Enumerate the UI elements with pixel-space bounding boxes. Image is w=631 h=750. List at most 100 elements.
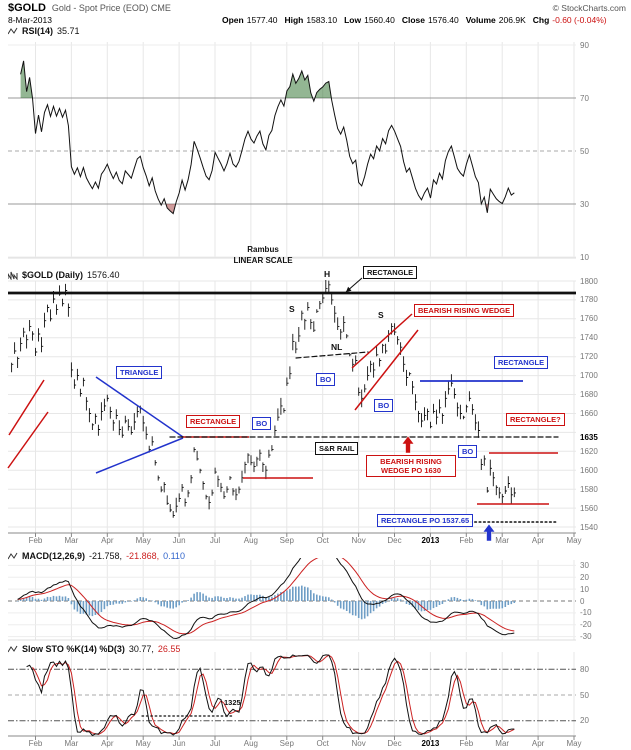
hs-pattern-label-h: H bbox=[324, 269, 331, 279]
macd-axis-label: -10 bbox=[580, 608, 592, 618]
sto-axis-label: 50 bbox=[580, 690, 589, 700]
macd-axis-label: 20 bbox=[580, 572, 589, 582]
left-channel-upper bbox=[8, 379, 45, 436]
sto-axis-label: 20 bbox=[580, 716, 589, 726]
price-axis-label: 1800 bbox=[580, 276, 598, 286]
sto-note-label: 1325 bbox=[224, 698, 241, 707]
month-label: Dec bbox=[387, 739, 402, 748]
watermark-rambus: Rambus bbox=[247, 245, 279, 254]
month-label: Aug bbox=[243, 739, 258, 748]
price-name: $GOLD (Daily) bbox=[22, 270, 84, 280]
rsi-panel-label: RSI(14) 35.71 bbox=[8, 26, 80, 36]
month-label: Feb bbox=[459, 739, 474, 748]
macd-value: -21.758, bbox=[89, 551, 123, 561]
macd-axis-label: -20 bbox=[580, 620, 592, 630]
triangle-lower-line bbox=[95, 437, 184, 474]
month-label: Sep bbox=[279, 739, 294, 748]
sto-panel-label: Slow STO %K(14) %D(3) 30.77, 26.55 bbox=[8, 644, 180, 654]
month-label: Apr bbox=[101, 739, 114, 748]
price-axis-label: 1620 bbox=[580, 446, 598, 456]
month-label: Apr bbox=[531, 536, 545, 545]
month-label: Jun bbox=[172, 739, 186, 748]
ohlc-quote: Open 1577.40 High 1583.10 Low 1560.40 Close 157… bbox=[222, 15, 614, 25]
rsi-axis-label: 90 bbox=[580, 40, 589, 50]
rsi-axis-label: 10 bbox=[580, 252, 589, 262]
sto-k-value: 30.77, bbox=[128, 644, 154, 654]
quote-label: Volume bbox=[465, 15, 496, 25]
price-axis-label: 1540 bbox=[580, 522, 598, 532]
rsi-name: RSI(14) bbox=[22, 26, 54, 36]
annotation-rectangle: RECTANGLE bbox=[186, 415, 241, 428]
copyright: © StockCharts.com bbox=[552, 3, 626, 13]
price-axis-label: 1560 bbox=[580, 503, 598, 513]
sto-axis-label: 80 bbox=[580, 664, 589, 674]
quote-label: Low bbox=[344, 15, 362, 25]
month-label: Jul bbox=[209, 739, 221, 748]
quote-value: 1583.10 bbox=[306, 15, 338, 25]
price-chart-icon bbox=[8, 271, 18, 280]
indicator-line-icon bbox=[8, 552, 18, 559]
quote-value: -0.60 (-0.04%) bbox=[552, 15, 607, 25]
sto-name: Slow STO %K(14) %D(3) bbox=[22, 644, 125, 654]
month-label: May bbox=[566, 739, 582, 748]
month-label: Apr bbox=[101, 536, 114, 545]
price-axis-label: 1760 bbox=[580, 314, 598, 324]
quote-label: Chg bbox=[532, 15, 550, 25]
quote-label: Open bbox=[222, 15, 244, 25]
annotation-bo: BO bbox=[374, 399, 394, 412]
quote-value: 1560.40 bbox=[364, 15, 395, 25]
quote-row: 8-Mar-2013 Open 1577.40 High 1583.10 Low 1560… bbox=[8, 15, 627, 26]
triangle-upper-line bbox=[95, 376, 184, 438]
month-label: Mar bbox=[64, 739, 79, 748]
macd-signal-value: -21.868, bbox=[126, 551, 160, 561]
hs-pattern-label-s: S bbox=[289, 304, 295, 314]
rsi-axis-label: 70 bbox=[580, 93, 589, 103]
month-label: Nov bbox=[351, 536, 366, 545]
month-label: Feb bbox=[28, 536, 43, 545]
month-label: Nov bbox=[351, 739, 366, 748]
month-label: Sep bbox=[279, 536, 294, 545]
macd-axis-label: 0 bbox=[580, 596, 585, 606]
month-label: Mar bbox=[495, 536, 510, 545]
price-axis-label: 1660 bbox=[580, 409, 598, 418]
price-axis-label: 1600 bbox=[580, 465, 598, 475]
chart-date: 8-Mar-2013 bbox=[8, 15, 52, 25]
month-label: Mar bbox=[64, 536, 79, 545]
price-axis-label: 1780 bbox=[580, 295, 598, 305]
symbol-description: Gold - Spot Price (EOD) CME bbox=[51, 3, 171, 13]
annotation-bo: BO bbox=[458, 445, 478, 458]
neckline-dashed bbox=[295, 351, 369, 359]
quote-label: High bbox=[284, 15, 304, 25]
month-label: Oct bbox=[316, 536, 329, 545]
month-label: 2013 bbox=[421, 739, 440, 748]
annotation-bearish-rising-wedge-po-1630: BEARISH RISING WEDGE PO 1630 bbox=[366, 455, 456, 477]
price-axis-label: 1720 bbox=[580, 352, 598, 362]
quote-value: 1576.40 bbox=[427, 15, 459, 25]
wedge-po-up-arrow bbox=[401, 435, 415, 454]
sto-d-value: 26.55 bbox=[157, 644, 181, 654]
month-label: 2013 bbox=[421, 536, 440, 545]
month-label: May bbox=[566, 536, 582, 545]
quote-value: 1577.40 bbox=[246, 15, 278, 25]
sr-rail-price-label: 1635 bbox=[580, 432, 598, 442]
month-label: Feb bbox=[459, 536, 474, 545]
left-channel-lower bbox=[7, 411, 49, 469]
hs-pattern-label-nl: NL bbox=[331, 342, 343, 352]
annotation-bo: BO bbox=[316, 373, 336, 386]
indicator-line-icon bbox=[8, 645, 18, 652]
watermark-linear-scale: LINEAR SCALE bbox=[233, 256, 293, 265]
macd-histogram-value: 0.110 bbox=[163, 551, 185, 561]
macd-name: MACD(12,26,9) bbox=[22, 551, 86, 561]
price-panel-label: $GOLD (Daily) 1576.40 bbox=[8, 270, 120, 280]
annotation-rectangle-po-1537-65: RECTANGLE PO 1537.65 bbox=[377, 514, 474, 527]
annotation-bo: BO bbox=[252, 417, 272, 430]
price-value: 1576.40 bbox=[87, 270, 120, 280]
month-label: Feb bbox=[28, 739, 43, 748]
price-axis-label: 1680 bbox=[580, 390, 598, 399]
annotation-bearish-rising-wedge: BEARISH RISING WEDGE bbox=[414, 304, 515, 317]
rsi-axis-label: 50 bbox=[580, 146, 589, 156]
annotation-triangle: TRIANGLE bbox=[116, 366, 163, 379]
annotation-rectangle: RECTANGLE bbox=[494, 356, 549, 369]
macd-panel-label: MACD(12,26,9) -21.758, -21.868, 0.110 bbox=[8, 551, 185, 561]
